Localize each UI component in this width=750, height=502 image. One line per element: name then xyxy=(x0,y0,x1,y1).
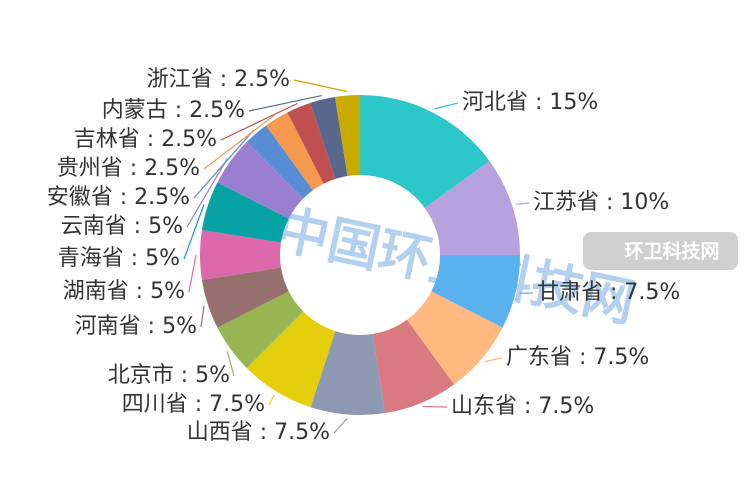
data-label: 内蒙古 : 2.5% xyxy=(102,98,245,123)
leader-line xyxy=(203,114,275,170)
leader-line xyxy=(268,394,275,406)
leader-line xyxy=(484,357,503,363)
badge-box xyxy=(583,232,738,270)
data-label: 山东省 : 7.5% xyxy=(451,394,594,419)
data-label: 湖南省 : 5% xyxy=(63,279,185,304)
donut-slice xyxy=(310,96,348,179)
donut-slice xyxy=(246,125,313,199)
donut-slice xyxy=(310,331,386,415)
data-label: 江苏省 : 10% xyxy=(533,190,669,215)
donut-slice xyxy=(265,112,324,191)
data-label: 青海省 : 5% xyxy=(58,246,180,271)
leader-line xyxy=(193,129,254,199)
donut-slice xyxy=(372,319,455,414)
donut-slice xyxy=(200,229,281,281)
leader-line xyxy=(434,102,459,110)
data-label: 云南省 : 5% xyxy=(61,214,183,239)
leader-line xyxy=(248,94,322,112)
data-label: 广东省 : 7.5% xyxy=(506,345,649,370)
data-label: 北京市 : 5% xyxy=(108,363,230,388)
data-label: 河南省 : 5% xyxy=(75,314,197,339)
data-label: 山西省 : 7.5% xyxy=(187,420,330,445)
donut-slice xyxy=(334,95,360,176)
donut-slice xyxy=(424,160,520,255)
donut-slice xyxy=(407,291,503,385)
leader-line xyxy=(333,418,348,434)
badge: 环卫科技网 xyxy=(624,240,719,263)
donut-slice xyxy=(201,267,289,328)
leader-line xyxy=(226,351,235,377)
leader-line xyxy=(200,305,205,328)
leader-line xyxy=(293,79,348,93)
donut-slice xyxy=(360,95,490,208)
donut-slice xyxy=(217,141,304,219)
leader-line xyxy=(220,102,298,141)
data-label: 四川省 : 7.5% xyxy=(122,392,265,417)
data-label: 贵州省 : 2.5% xyxy=(57,156,200,181)
donut-slice xyxy=(246,311,336,408)
data-label: 河北省 : 15% xyxy=(462,90,598,115)
donut-slice xyxy=(217,291,304,369)
leader-line xyxy=(515,202,530,205)
leader-line xyxy=(183,204,205,260)
leader-line xyxy=(188,254,197,293)
leader-line xyxy=(186,158,228,228)
data-label: 浙江省 : 2.5% xyxy=(147,67,290,92)
donut-slice xyxy=(201,182,289,243)
donut-slice xyxy=(431,255,520,328)
data-label: 甘肃省 : 7.5% xyxy=(537,280,680,305)
data-label: 安徽省 : 2.5% xyxy=(47,185,190,210)
donut-slice xyxy=(287,102,336,184)
data-label: 吉林省 : 2.5% xyxy=(74,127,217,152)
